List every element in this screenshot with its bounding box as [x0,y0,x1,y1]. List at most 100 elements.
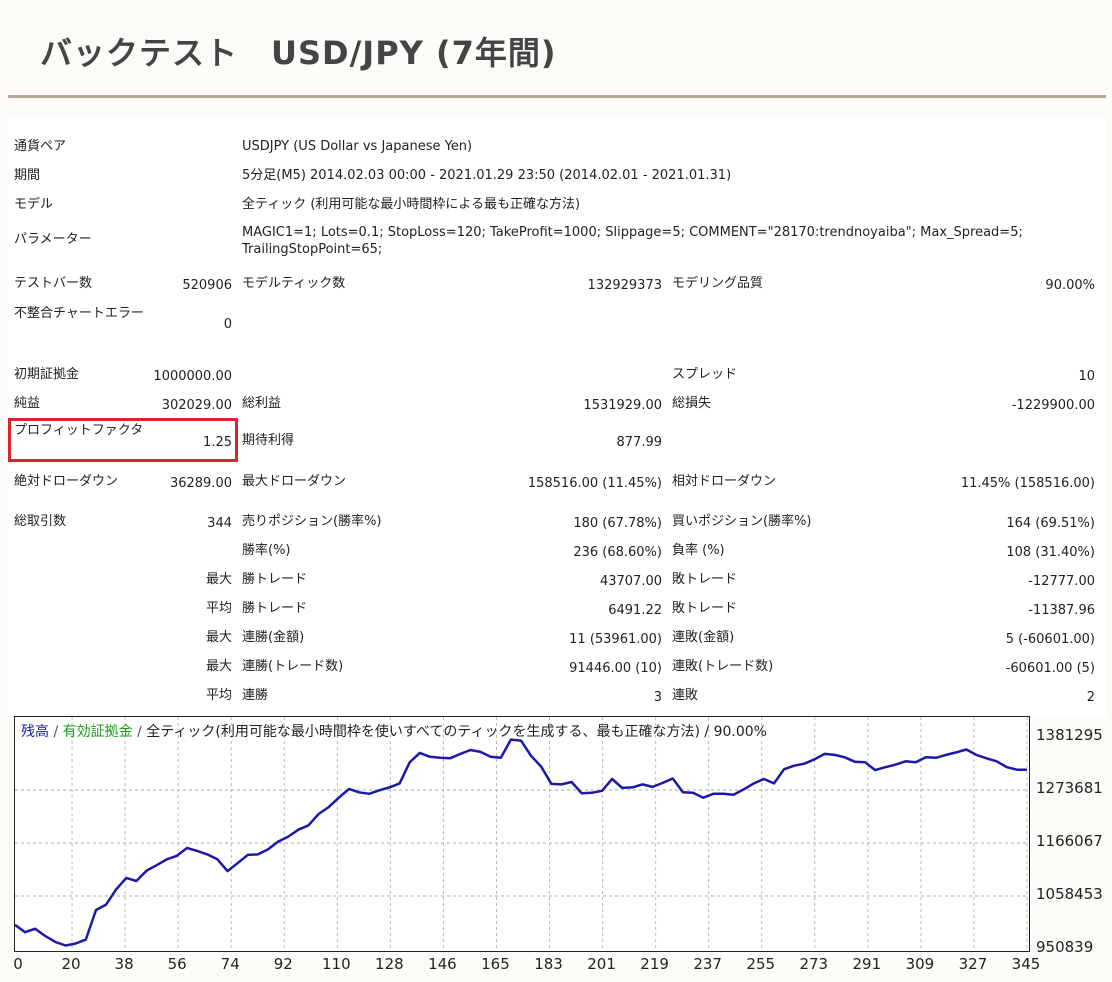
page-title: バックテスト USD/JPY (7年間) [40,34,557,72]
absolute-drawdown-value: 36289.00 [169,476,232,491]
gross-profit-label: 総利益 [242,396,282,411]
row-label-1: 勝トレード [242,572,308,587]
initial-deposit-label: 初期証拠金 [14,367,80,382]
initial-deposit-value: 1000000.00 [153,369,232,384]
x-tick-label: 56 [167,955,187,973]
loss-rate-label: 負率 (%) [672,543,725,558]
legend-equity: 有効証拠金 [62,724,133,740]
x-tick-label: 345 [1011,955,1041,973]
row-label-2: 連敗(金額) [672,630,735,645]
net-profit-value: 302029.00 [161,398,232,413]
row-prefix: 最大 [205,659,232,674]
row-prefix: 最大 [205,630,232,645]
gross-loss-value: -1229900.00 [1011,398,1095,413]
row-value-2: -60601.00 (5) [1005,661,1095,676]
x-tick-label: 219 [640,955,669,973]
row-value-1: 6491.22 [608,603,662,618]
test-bars-value: 520906 [182,278,232,293]
net-profit-label: 純益 [14,396,41,411]
row-label-1: 連勝 [242,688,269,703]
row-value-2: 2 [1086,690,1095,705]
row-label-1: 勝トレード [242,601,308,616]
row-label-2: 連敗 [672,688,699,703]
row-value-1: 11 (53961.00) [569,632,662,647]
x-tick-label: 110 [321,955,351,973]
page-header: バックテスト USD/JPY (7年間) [0,0,1112,100]
legend-model-description: 全ティック(利用可能な最小時間枠を使いすべてのティックを生成する、最も正確な方法… [146,724,767,740]
x-tick-label: 237 [693,955,722,973]
y-tick-label: 1273681 [1036,779,1103,797]
profit-factor-label: プロフィットファクタ [14,423,144,438]
row-value-1: 43707.00 [599,574,662,589]
row-value-2: 5 (-60601.00) [1005,632,1095,647]
balance-series-line [15,738,1027,947]
total-trades-value: 344 [207,516,232,531]
x-tick-label: 201 [587,955,616,973]
model-ticks-value: 132929373 [587,278,662,293]
period-value: 5分足(M5) 2014.02.03 00:00 - 2021.01.29 23… [242,168,732,183]
gross-profit-value: 1531929.00 [583,398,662,413]
x-tick-label: 38 [114,955,134,973]
currency-pair-label: 通貨ペア [14,139,67,154]
row-value-2: -12777.00 [1028,574,1095,589]
balance-chart: 残高 / 有効証拠金 / 全ティック(利用可能な最小時間枠を使いすべてのティック… [14,716,1030,952]
win-rate-value: 236 (68.60%) [573,545,662,560]
x-tick-label: 74 [220,955,240,973]
row-label-2: 連敗(トレード数) [672,659,774,674]
legend-balance: 残高 [21,724,49,740]
y-tick-label: 1058453 [1036,885,1103,903]
row-value-1: 91446.00 (10) [569,661,662,676]
long-positions-value: 164 (69.51%) [1006,516,1095,531]
row-label-1: 連勝(トレード数) [242,659,344,674]
relative-drawdown-label: 相対ドローダウン [672,474,777,489]
model-quality-value: 90.00% [1045,278,1095,293]
x-tick-label: 291 [852,955,882,973]
short-positions-label: 売りポジション(勝率%) [242,514,382,529]
model-ticks-label: モデルティック数 [242,276,346,291]
x-tick-label: 255 [746,955,776,973]
long-positions-label: 買いポジション(勝率%) [672,514,812,529]
spread-value: 10 [1078,369,1095,384]
x-tick-label: 92 [273,955,293,973]
period-label: 期間 [14,168,41,183]
absolute-drawdown-label: 絶対ドローダウン [14,474,119,489]
relative-drawdown-value: 11.45% (158516.00) [960,476,1095,491]
row-label-2: 敗トレード [672,601,738,616]
maximal-drawdown-value: 158516.00 (11.45%) [527,476,662,491]
x-tick-label: 327 [958,955,988,973]
short-positions-value: 180 (67.78%) [573,516,662,531]
gross-loss-label: 総損失 [672,396,712,411]
model-value: 全ティック (利用可能な最小時間枠による最も正確な方法) [242,197,581,212]
x-tick-label: 0 [13,955,23,973]
legend-separator: / [49,724,63,740]
x-tick-label: 128 [375,955,404,973]
balance-chart-plot [15,717,1029,951]
mismatch-errors-label: 不整合チャートエラー [14,306,144,321]
row-value-2: -11387.96 [1028,603,1095,618]
total-trades-label: 総取引数 [14,514,67,529]
maximal-drawdown-label: 最大ドローダウン [242,474,347,489]
spread-label: スプレッド [672,367,738,382]
row-prefix: 平均 [205,688,232,703]
parameters-value: MAGIC1=1; Lots=0.1; StopLoss=120; TakePr… [242,225,1023,257]
currency-pair-value: USDJPY (US Dollar vs Japanese Yen) [242,139,473,154]
y-tick-label: 1381295 [1036,726,1103,744]
parameters-label: パラメーター [14,232,92,247]
profit-factor-value: 1.25 [203,435,232,450]
y-tick-label: 950839 [1036,938,1094,956]
row-value-1: 3 [653,690,662,705]
model-label: モデル [14,197,54,212]
legend-separator: / [132,724,147,740]
x-tick-label: 183 [534,955,563,973]
row-prefix: 最大 [205,572,232,587]
profit-factor-highlight-box [8,418,238,462]
x-tick-label: 273 [799,955,829,973]
y-tick-label: 1166067 [1036,832,1103,850]
win-rate-label: 勝率(%) [242,543,291,558]
x-tick-label: 309 [905,955,935,973]
row-label-1: 連勝(金額) [242,630,305,645]
model-quality-label: モデリング品質 [672,276,764,291]
chart-legend: 残高 / 有効証拠金 / 全ティック(利用可能な最小時間枠を使いすべてのティック… [21,721,767,741]
expected-payoff-value: 877.99 [616,435,663,450]
title-divider [8,95,1106,98]
